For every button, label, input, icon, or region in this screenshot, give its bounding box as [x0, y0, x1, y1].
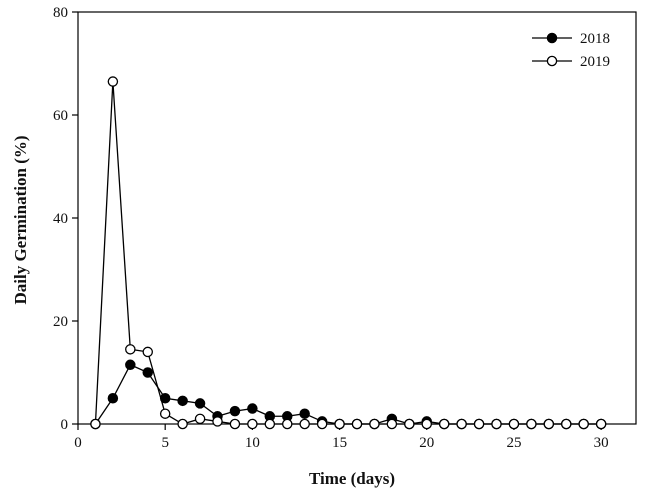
data-point-2019	[369, 418, 380, 430]
y-tick-label: 20	[53, 314, 68, 330]
y-axis-title: Daily Germination (%)	[11, 135, 30, 304]
data-point-2019	[561, 418, 572, 430]
legend-label-2019: 2019	[580, 54, 610, 70]
series-line-2018	[94, 363, 602, 425]
data-point-2019	[125, 344, 136, 355]
data-point-2018	[177, 395, 188, 407]
data-point-2019	[578, 418, 589, 430]
x-tick-label: 30	[594, 435, 609, 451]
series-line-2019	[94, 81, 602, 425]
data-point-2019	[526, 418, 537, 430]
legend-marker-2019	[546, 55, 558, 67]
data-point-2019	[212, 416, 223, 427]
data-point-2019	[334, 418, 345, 430]
data-point-2018	[125, 359, 136, 371]
legend: 2018 2019	[532, 31, 610, 70]
data-point-2019	[299, 418, 310, 430]
data-point-2018	[229, 405, 241, 417]
data-point-2019	[247, 418, 258, 430]
data-point-2019	[229, 418, 241, 430]
data-point-2019	[281, 418, 293, 430]
data-point-2019	[264, 418, 276, 430]
data-point-2018	[142, 367, 153, 378]
data-point-2019	[194, 413, 206, 425]
data-point-2019	[316, 418, 328, 430]
data-point-2019	[421, 418, 432, 430]
plot-frame	[77, 11, 637, 425]
x-axis-title: Time (days)	[309, 469, 395, 488]
data-point-2019	[177, 418, 188, 430]
series-lines	[94, 81, 602, 425]
axis-ticks: 0 5 10 15 20 25 30 0 20 40 60 80	[53, 5, 609, 451]
data-point-2019	[491, 418, 502, 430]
data-point-2019	[543, 418, 555, 430]
x-tick-label: 25	[506, 435, 521, 451]
data-point-2019	[107, 76, 119, 87]
data-point-2018	[194, 398, 206, 409]
x-tick-label: 15	[332, 435, 347, 451]
data-point-2019	[386, 418, 398, 430]
data-point-2019	[473, 418, 485, 430]
data-point-2019	[159, 408, 171, 419]
series-markers	[90, 76, 607, 430]
data-point-2019	[90, 418, 101, 430]
legend-label-2018: 2018	[580, 31, 610, 47]
data-point-2018	[247, 403, 258, 414]
data-point-2018	[299, 408, 310, 419]
data-point-2019	[456, 418, 467, 430]
legend-marker-2018	[546, 32, 558, 44]
data-point-2019	[595, 418, 607, 430]
data-point-2019	[508, 418, 520, 430]
data-point-2019	[351, 418, 363, 430]
data-point-2018	[159, 392, 171, 404]
plot-area	[77, 11, 637, 425]
y-tick-label: 60	[53, 108, 68, 124]
x-tick-label: 20	[419, 435, 434, 451]
data-point-2019	[438, 418, 450, 430]
data-point-2019	[404, 418, 415, 430]
y-tick-label: 80	[53, 5, 68, 21]
y-tick-label: 40	[53, 211, 68, 227]
x-tick-label: 0	[74, 435, 82, 451]
data-point-2018	[107, 392, 119, 404]
data-point-2019	[142, 346, 153, 358]
x-tick-label: 5	[161, 435, 169, 451]
y-tick-label: 0	[61, 417, 69, 433]
x-tick-label: 10	[245, 435, 260, 451]
